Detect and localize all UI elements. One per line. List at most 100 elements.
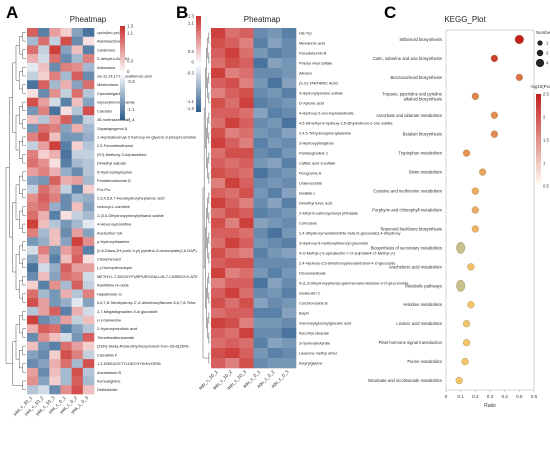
panel-a-dendrogram-branch: [22, 206, 26, 216]
panel-b-cell: [253, 238, 268, 249]
panel-b-cell: [225, 178, 240, 189]
panel-b-cell: [211, 348, 226, 359]
panel-a-dendrogram-branch: [22, 101, 26, 112]
panel-a-cell: [38, 341, 50, 351]
panel-b-cell: [281, 208, 297, 219]
panel-b-row-label: 2,4-Hydroxy-3,5-dimethoxyphenylethanol-4…: [299, 261, 395, 266]
panel-b-cell: [267, 328, 283, 339]
panel-b-dendrogram-branch: [208, 232, 210, 244]
panel-a-row-label: Acemetacin B: [97, 370, 121, 375]
panel-a-cell: [82, 28, 95, 38]
panel-a-cell: [71, 245, 84, 255]
panel-c-pathway-label: Porphyrin and chlorophyll metabolism: [372, 208, 442, 213]
panel-a-dendrogram-branch: [19, 106, 23, 125]
panel-a-dendrogram-branch: [19, 141, 23, 159]
panel-a-row-label: homoarginine: [97, 379, 121, 384]
panel-a-cell: [38, 106, 50, 116]
panel-b-cell: [267, 208, 283, 219]
panel-b-cell: [211, 218, 226, 229]
panel-a-cell: [60, 184, 72, 194]
panel-a-row-label: (+)-Galwesine: [97, 318, 121, 323]
panel-c-pathway-label: Plant hormone signal transduction: [379, 340, 443, 345]
panel-a-cell: [60, 176, 72, 186]
panel-a-cell: [60, 115, 72, 125]
panel-b-cell: [253, 318, 268, 329]
panel-a-dendrogram-branch: [22, 84, 26, 94]
panel-b-cell: [281, 238, 297, 249]
panel-a-cell: [27, 36, 39, 46]
panel-a-cell: [49, 176, 61, 186]
panel-a-cell: [49, 54, 61, 64]
panel-c-x-tick-label: 0.4: [501, 394, 508, 399]
panel-a-heatmap: cyclo(leu-pro) Alantolactone Carabrone Z-de…: [5, 24, 198, 416]
panel-b-cell: [225, 338, 240, 349]
panel-b-cell: [281, 38, 297, 49]
panel-b-row-label: 2,4-dihydroxymandelonitrile beta-D-gluco…: [299, 231, 400, 236]
panel-a-row-label: 4-Hexenoylcarnitine: [97, 222, 131, 227]
panel-a-cell: [82, 123, 95, 133]
panel-b-cell: [239, 78, 254, 89]
panel-b-cell: [211, 178, 226, 189]
panel-c-bubble: [515, 73, 523, 81]
panel-a-cell: [49, 359, 61, 369]
panel-a-cell: [82, 97, 95, 107]
panel-a-cell: [82, 80, 95, 90]
panel-a-cell: [71, 228, 84, 238]
panel-a-cell: [82, 237, 95, 247]
panel-b-cell: [225, 238, 240, 249]
panel-a-cell: [60, 36, 72, 46]
panel-b-cell: [281, 78, 297, 89]
panel-b-cell: [281, 88, 297, 99]
panel-c-bubble: [514, 34, 524, 44]
panel-a-dendrogram-branch: [19, 280, 23, 299]
panel-b-row-label: 3-Hydroxytyrosine sulfate: [299, 91, 343, 96]
panel-a-cell: [60, 367, 72, 377]
panel-b-cell: [281, 178, 297, 189]
panel-c-bubble: [455, 376, 463, 385]
panel-a-dendrogram-branch: [15, 324, 20, 360]
panel-b-cell: [211, 338, 226, 349]
panel-a-cell: [82, 141, 95, 151]
panel-b-cell: [211, 58, 226, 69]
panel-a-cell: [60, 80, 72, 90]
panel-a-cell: [71, 132, 84, 142]
panel-b-cell: [267, 58, 283, 69]
panel-a-cell: [49, 385, 61, 395]
panel-b-cell: [253, 298, 268, 309]
panel-a-dendrogram-branch: [12, 62, 16, 133]
panel-b-cell: [253, 228, 268, 239]
panel-a-row-label: Calcubilin F: [97, 352, 118, 357]
panel-c-letter: C: [384, 3, 397, 22]
panel-b-dendrogram-branch: [208, 132, 210, 144]
panel-a-cell: [27, 176, 39, 186]
panel-b-row-label: Pantanginolide 1: [299, 151, 328, 156]
panel-a-cell: [71, 141, 84, 151]
panel-b-cell: [211, 328, 226, 339]
panel-a-cell: [38, 36, 50, 46]
panel-a-cell: [38, 62, 50, 72]
panel-a-cell: [27, 123, 39, 133]
panel-a-cell: [49, 237, 61, 247]
panel-a-cell: [60, 62, 72, 72]
panel-b-dendrogram-branch: [208, 352, 210, 364]
panel-a-cell: [38, 89, 50, 99]
panel-a-row-label: 2,5-Furandimethanol: [97, 143, 133, 148]
panel-a-cell: [71, 106, 84, 116]
panel-a-cell: [27, 359, 39, 369]
panel-b-cell: [225, 258, 240, 269]
panel-a-cell: [82, 298, 95, 308]
panel-a-cell: [27, 202, 39, 212]
panel-b-cell: [239, 308, 254, 319]
panel-a-dendrogram-branch: [22, 223, 26, 234]
panel-b-title: Pheatmap: [243, 15, 281, 24]
panel-a-cell: [82, 306, 95, 316]
panel-b-cell: [225, 188, 240, 199]
panel-a-cell: [60, 359, 72, 369]
panel-a-cell: [71, 280, 84, 290]
panel-a-row-label: Acetochlor OA: [97, 230, 122, 235]
panel-a-cell: [38, 150, 50, 160]
panel-b-cell: [211, 78, 226, 89]
panel-a-cell: [38, 219, 50, 229]
panel-c-size-legend-title: Number: [536, 30, 550, 35]
panel-a-cell: [60, 289, 72, 299]
